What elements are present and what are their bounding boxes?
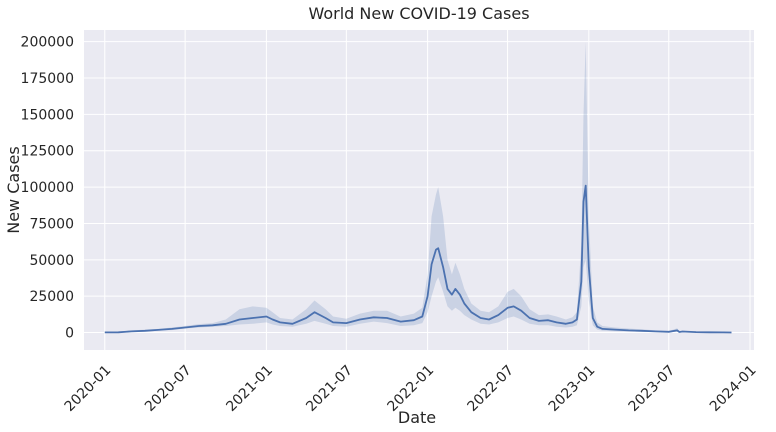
mean-line xyxy=(104,184,732,334)
y-tick-label: 100000 xyxy=(21,180,74,196)
x-tick-label: 2021-07 xyxy=(303,362,356,415)
x-tick-label: 2023-01 xyxy=(546,362,599,415)
x-tick-label: 2022-07 xyxy=(464,362,517,415)
x-tick-label: 2021-01 xyxy=(223,362,276,415)
y-tick-label: 200000 xyxy=(21,35,74,51)
chart-title: World New COVID-19 Cases xyxy=(308,4,529,23)
x-tick-label: 2020-01 xyxy=(62,362,115,415)
x-tick-label: 2020-07 xyxy=(142,362,195,415)
y-tick-label: 0 xyxy=(65,326,74,342)
y-tick-label: 175000 xyxy=(21,71,74,87)
y-tick-label: 150000 xyxy=(21,107,74,123)
y-tick-label: 125000 xyxy=(21,144,74,160)
y-axis-label: New Cases xyxy=(4,146,23,233)
x-tick-label: 2024-01 xyxy=(707,362,760,415)
y-gridlines xyxy=(84,41,754,334)
y-tick-label: 50000 xyxy=(29,253,74,269)
x-axis-label: Date xyxy=(398,408,436,427)
y-tick-label: 75000 xyxy=(29,216,74,232)
x-tick-label: 2023-07 xyxy=(626,362,679,415)
y-tick-label: 25000 xyxy=(29,289,74,305)
y-tick-labels: 0 25000 50000 75000 100000 125000 150000 175000… xyxy=(21,35,74,342)
